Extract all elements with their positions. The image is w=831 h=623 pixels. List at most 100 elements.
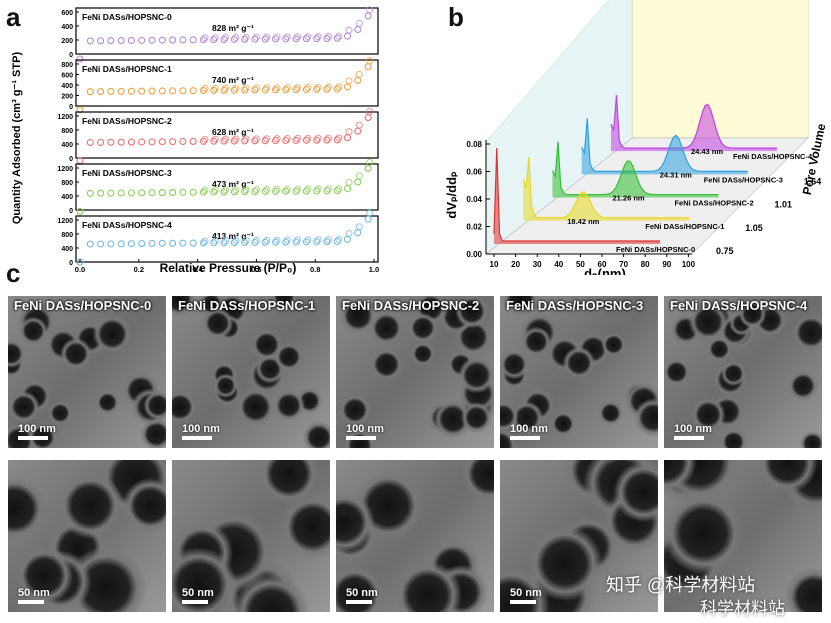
isotherm-marker [230, 137, 238, 145]
panel-b-letter: b [448, 2, 464, 32]
isotherm-desorption-marker [263, 135, 271, 143]
isotherm-marker [169, 87, 177, 95]
isotherm-marker [343, 32, 352, 40]
isotherm-marker [251, 86, 259, 94]
psd-peak-label: 21.26 nm [612, 194, 644, 203]
isotherm-x-tick: 0.4 [192, 265, 203, 274]
psd-series-name: FeNi DASs/HOPSNC-4 [733, 152, 813, 161]
sem-image: 50 nm [172, 460, 330, 612]
isotherm-subplot: 0 400 800 1200 FeNi DASs/HOPSNC-2 628 m² g⁻¹ [57, 108, 379, 165]
isotherm-marker [107, 240, 115, 248]
isotherm-marker [199, 137, 208, 145]
isotherm-desorption-marker [366, 6, 374, 14]
sem-image: 50 nm [336, 460, 494, 612]
isotherm-marker [302, 85, 310, 94]
isotherm-desorption-marker [232, 237, 240, 245]
scale-bar-label: 50 nm [182, 587, 214, 599]
isotherm-desorption-marker [366, 158, 374, 166]
isotherm-marker [292, 238, 300, 246]
isotherm-y-tick: 800 [61, 180, 73, 187]
watermark-brand: 科学材料站 [700, 599, 785, 618]
isotherm-subplot: 0 400 800 1200 FeNi DASs/HOPSNC-3 473 m² g⁻¹ [57, 158, 379, 215]
isotherm-desorption-marker [252, 135, 260, 143]
isotherm-marker [86, 138, 94, 147]
scale-bar: 50 nm [510, 587, 542, 604]
isotherm-x-tick: 0.6 [251, 265, 261, 274]
psd-x-tick: 90 [662, 260, 671, 269]
isotherm-marker [169, 138, 177, 146]
isotherm-y-tick: 200 [61, 94, 73, 101]
psd-series-line [581, 118, 748, 172]
isotherm-marker [230, 86, 238, 94]
psd-series: 18.42 nm FeNi DASs/HOPSNC-1 1.05 [522, 157, 763, 233]
isotherm-marker [76, 207, 84, 215]
isotherm-marker [179, 239, 187, 247]
psd-peak-label: 24.31 nm [660, 170, 692, 179]
isotherm-marker [97, 88, 105, 96]
isotherm-marker [97, 37, 105, 45]
isotherm-marker [292, 187, 300, 195]
isotherm-marker [333, 237, 341, 245]
isotherm-marker [169, 36, 177, 44]
isotherm-marker [148, 239, 156, 248]
isotherm-marker [292, 136, 300, 144]
isotherm-desorption-marker [211, 186, 219, 194]
isotherm-marker [117, 37, 125, 45]
isotherm-desorption-marker [335, 185, 343, 193]
isotherm-marker [271, 35, 280, 43]
isotherm-marker [282, 136, 290, 145]
psd-series: 24.31 nm FeNi DASs/HOPSNC-3 1.64 [581, 118, 822, 186]
isotherm-y-tick: 800 [61, 62, 73, 69]
psd-y-tick: 0.02 [466, 223, 482, 232]
isotherm-subplot: 0 200 400 600 FeNi DASs/HOPSNC-0 828 m² g⁻¹ [61, 6, 379, 63]
sem-sample-label: FeNi DASs/HOPSNC-4 [670, 298, 808, 313]
isotherm-desorption-marker [314, 134, 322, 142]
psd-series-line [493, 147, 660, 242]
isotherm-y-tick: 400 [61, 194, 73, 201]
scale-bar-label: 100 nm [510, 423, 548, 435]
psd-y-tick: 0.04 [466, 195, 482, 204]
sem-image: FeNi DASs/HOPSNC-0 100 nm [8, 296, 166, 448]
isotherm-marker [323, 136, 331, 144]
isotherm-x-tick: 0.0 [75, 265, 85, 274]
isotherm-desorption-marker [201, 85, 209, 93]
scale-bar-line [346, 600, 372, 604]
scale-bar-label: 50 nm [510, 587, 542, 599]
isotherm-desorption-marker [222, 135, 230, 143]
isotherm-marker [117, 138, 125, 146]
scale-bar: 50 nm [346, 587, 378, 604]
isotherm-marker [354, 178, 362, 186]
isotherm-desorption-marker [304, 236, 312, 244]
isotherm-marker [107, 138, 115, 146]
pore-volume-label: 1.64 [804, 176, 822, 186]
isotherm-desorption-marker [283, 135, 291, 142]
isotherm-marker [364, 63, 372, 71]
isotherm-marker [354, 229, 362, 237]
isotherm-marker [251, 238, 259, 246]
isotherm-marker [282, 86, 290, 94]
isotherm-marker [117, 240, 125, 248]
isotherm-marker [127, 87, 135, 95]
scale-bar-line [674, 436, 704, 440]
isotherm-marker [189, 137, 197, 145]
isotherm-desorption-marker [366, 209, 374, 217]
isotherm-marker [107, 37, 115, 45]
isotherm-marker [97, 138, 105, 146]
isotherm-y-tick: 800 [61, 128, 73, 135]
psd-x-tick: 100 [682, 260, 696, 269]
isotherm-desorption-marker [283, 84, 291, 92]
isotherm-marker [323, 238, 331, 246]
isotherm-marker [282, 35, 290, 43]
psd-series-line [522, 157, 690, 219]
isotherm-desorption-marker [355, 70, 363, 78]
isotherm-desorption-marker [273, 135, 281, 143]
isotherm-marker [313, 35, 321, 43]
isotherm-desorption-marker [273, 236, 281, 244]
isotherm-marker [138, 87, 146, 95]
psd-x-tick: 30 [533, 260, 542, 269]
psd-series-name: FeNi DASs/HOPSNC-3 [704, 175, 783, 184]
isotherm-desorption-marker [232, 186, 240, 194]
psd-x-tick: 70 [619, 260, 628, 269]
isotherm-marker [179, 36, 187, 44]
isotherm-desorption-marker [335, 235, 343, 243]
